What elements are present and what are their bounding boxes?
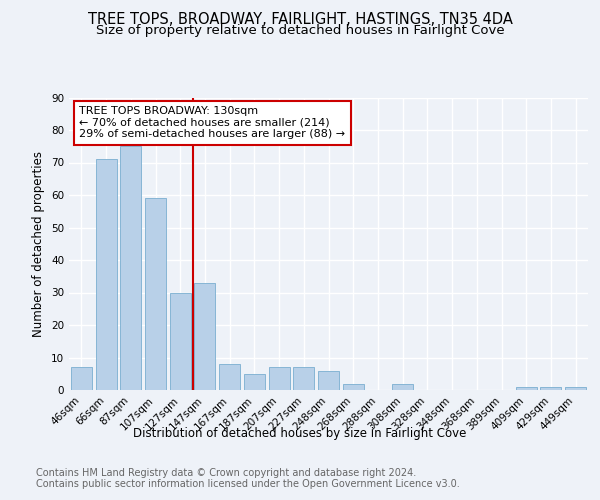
Bar: [95, 159, 116, 390]
Bar: [516, 387, 537, 390]
Text: TREE TOPS, BROADWAY, FAIRLIGHT, HASTINGS, TN35 4DA: TREE TOPS, BROADWAY, FAIRLIGHT, HASTINGS…: [88, 12, 512, 28]
Bar: [392, 384, 413, 390]
Text: TREE TOPS BROADWAY: 130sqm
← 70% of detached houses are smaller (214)
29% of sem: TREE TOPS BROADWAY: 130sqm ← 70% of deta…: [79, 106, 346, 140]
Bar: [541, 387, 562, 390]
Text: Size of property relative to detached houses in Fairlight Cove: Size of property relative to detached ho…: [95, 24, 505, 37]
Bar: [269, 367, 290, 390]
Bar: [318, 370, 339, 390]
Bar: [71, 367, 92, 390]
Bar: [194, 283, 215, 390]
Bar: [145, 198, 166, 390]
Bar: [120, 146, 141, 390]
Text: Distribution of detached houses by size in Fairlight Cove: Distribution of detached houses by size …: [133, 428, 467, 440]
Bar: [219, 364, 240, 390]
Bar: [565, 387, 586, 390]
Bar: [244, 374, 265, 390]
Y-axis label: Number of detached properties: Number of detached properties: [32, 151, 46, 337]
Bar: [170, 292, 191, 390]
Bar: [343, 384, 364, 390]
Bar: [293, 367, 314, 390]
Text: Contains HM Land Registry data © Crown copyright and database right 2024.
Contai: Contains HM Land Registry data © Crown c…: [36, 468, 460, 489]
